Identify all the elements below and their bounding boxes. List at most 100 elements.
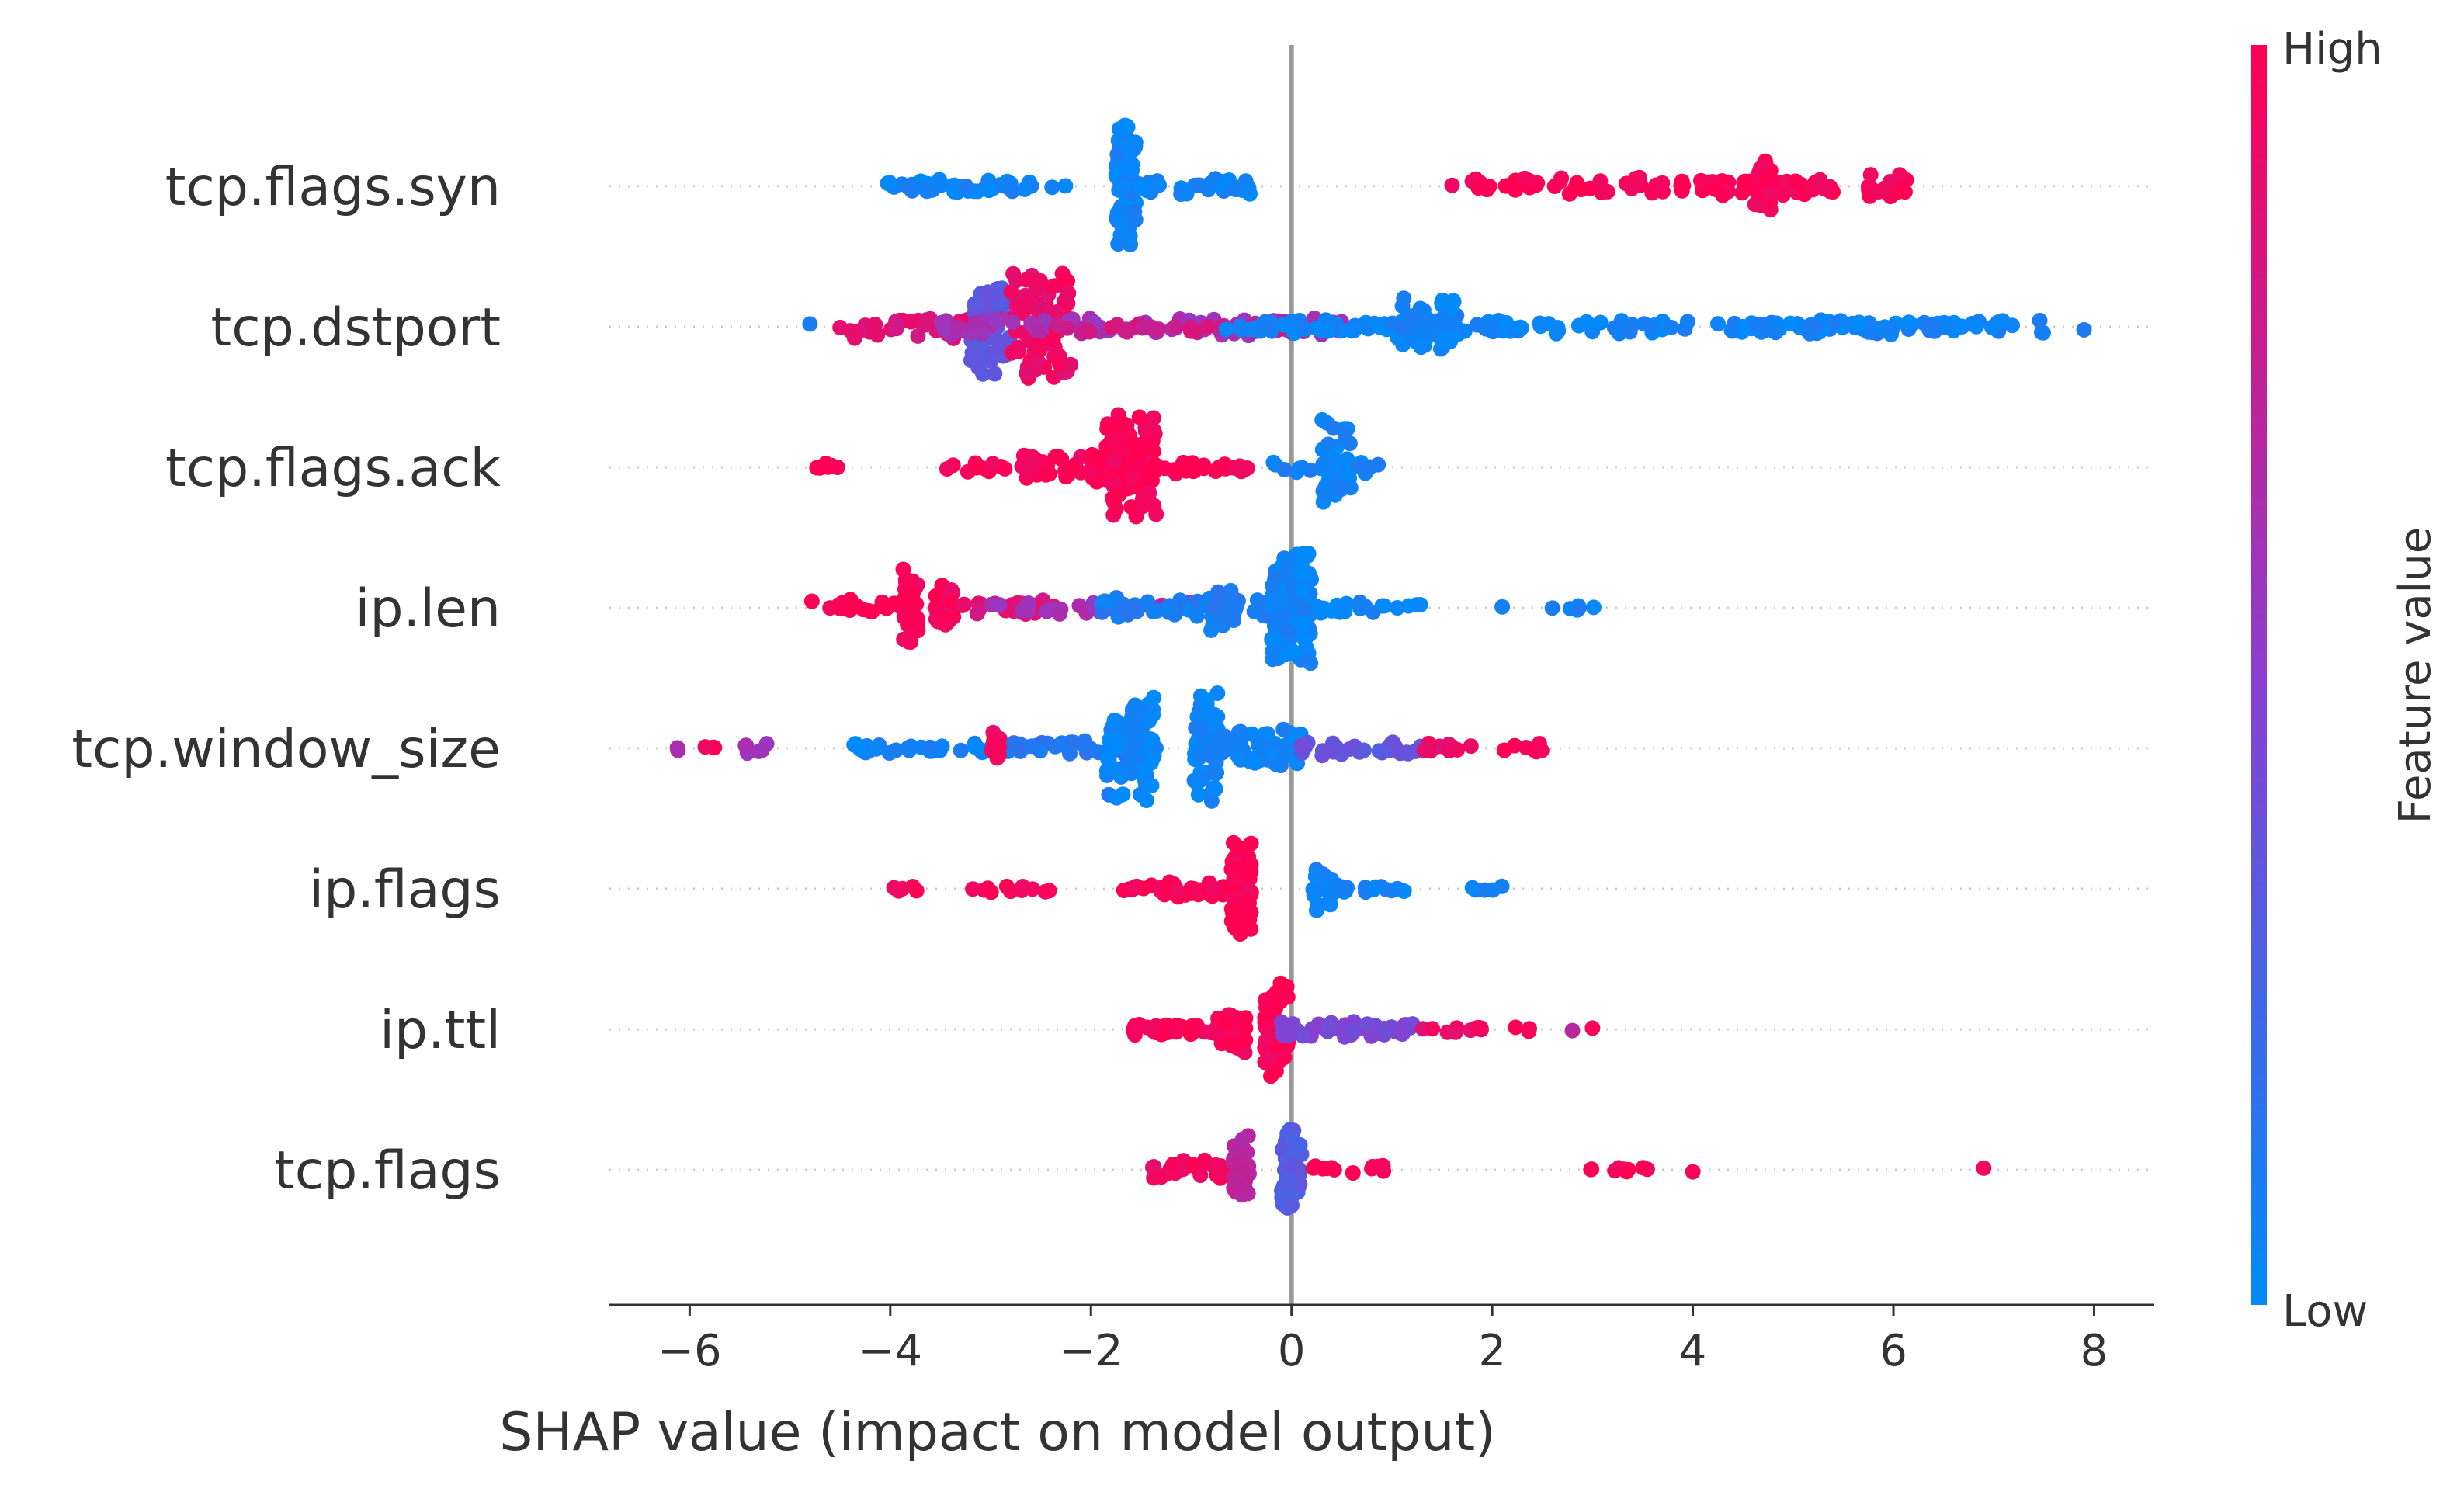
shap-dot: [939, 461, 955, 477]
shap-dot: [1885, 320, 1901, 336]
shap-dot: [1191, 750, 1207, 766]
shap-dot: [1320, 323, 1336, 339]
shap-dot: [1015, 602, 1031, 619]
shap-dot: [1644, 185, 1661, 201]
shap-dot: [1134, 320, 1150, 336]
shap-dot: [2032, 312, 2048, 328]
feature-label: tcp.flags: [274, 1140, 501, 1202]
shap-dot: [1892, 167, 1908, 183]
shap-dot: [983, 884, 999, 900]
shap-dot: [1233, 733, 1249, 749]
shap-dot: [1292, 1136, 1308, 1153]
shap-dot: [886, 880, 902, 896]
shap-dot: [751, 743, 767, 759]
shap-dot: [1306, 887, 1322, 904]
shap-dot: [1942, 319, 1957, 335]
shap-dot: [1314, 411, 1331, 428]
shap-dot: [1109, 442, 1125, 458]
shap-dot: [1532, 315, 1548, 331]
shap-dot: [1283, 1158, 1300, 1174]
shap-dot: [928, 588, 944, 604]
shap-dot: [1019, 272, 1035, 288]
shap-dot: [1976, 1160, 1992, 1176]
shap-dot: [1258, 314, 1274, 330]
shap-dot: [987, 366, 1003, 382]
shap-dot: [1900, 314, 1917, 331]
shap-dot: [1210, 584, 1227, 600]
shap-dot: [1953, 318, 1969, 335]
shap-dot: [1199, 319, 1216, 335]
shap-dot: [1350, 458, 1366, 474]
shap-dot: [1005, 735, 1022, 751]
shap-dot: [953, 742, 969, 758]
shap-dot: [1570, 317, 1587, 334]
shap-dot: [1435, 335, 1451, 351]
shap-dot: [1628, 170, 1643, 186]
shap-dot: [881, 745, 897, 761]
shap-dot: [1768, 324, 1784, 341]
shap-dot: [1227, 182, 1244, 197]
shap-dot: [1050, 449, 1066, 464]
shap-dot: [1375, 1157, 1391, 1174]
shap-dot: [973, 326, 990, 342]
shap-dot: [980, 182, 997, 199]
shap-dot: [975, 366, 991, 382]
shap-dot: [831, 597, 847, 613]
shap-dot: [1200, 182, 1216, 198]
shap-dot: [1135, 487, 1151, 504]
shap-dot: [1419, 741, 1435, 757]
shap-dot: [1019, 294, 1035, 311]
shap-dot: [964, 345, 980, 361]
feature-row-dots: [1125, 975, 1601, 1084]
shap-dot: [1309, 902, 1324, 918]
shap-dot: [1383, 1019, 1400, 1036]
shap-dot: [1385, 734, 1401, 751]
shap-dot: [1463, 738, 1479, 755]
x-axis-label: SHAP value (impact on model output): [499, 1402, 1495, 1463]
shap-dot: [1441, 743, 1457, 758]
shap-dot: [1071, 598, 1088, 614]
shap-dot: [918, 312, 935, 328]
shap-dot: [937, 321, 953, 337]
shap-dot: [888, 321, 904, 337]
shap-dot: [1119, 118, 1135, 134]
shap-dot: [1124, 156, 1140, 172]
shap-dot: [1215, 738, 1231, 755]
shap-dot: [1654, 175, 1671, 191]
shap-dot: [1673, 177, 1689, 193]
shap-dot: [993, 299, 1009, 315]
shap-dot: [1057, 178, 1074, 194]
shap-dot: [1635, 1160, 1651, 1176]
shap-dot: [1276, 744, 1293, 759]
shap-dot: [984, 456, 1001, 472]
shap-dot: [1045, 279, 1061, 294]
shap-dot: [1346, 322, 1362, 338]
shap-dot: [1497, 178, 1514, 194]
shap-dot: [910, 328, 926, 344]
shap-dot: [1014, 882, 1030, 898]
shap-dot: [1305, 1160, 1321, 1176]
shap-dot: [1280, 623, 1296, 640]
shap-dot: [864, 604, 880, 619]
shap-dot: [697, 739, 713, 755]
shap-dot: [1239, 863, 1255, 880]
shap-dot: [1027, 455, 1043, 470]
colorbar-low-label: Low: [2282, 1286, 2368, 1337]
shap-dot: [1890, 184, 1906, 200]
shap-dot: [1393, 320, 1410, 336]
shap-dot: [1045, 331, 1061, 348]
shap-dot: [908, 883, 925, 899]
shap-dot: [1344, 1022, 1360, 1039]
x-tick-label: 0: [1278, 1326, 1306, 1376]
shap-dot: [1607, 1163, 1623, 1179]
shap-dot: [928, 599, 944, 616]
feature-label: tcp.window_size: [71, 719, 501, 780]
shap-dot: [1372, 317, 1388, 334]
shap-dot: [1167, 319, 1183, 335]
shap-dot: [1870, 320, 1886, 336]
shap-dot: [1376, 598, 1392, 614]
shap-dot: [1010, 339, 1026, 356]
feature-row-dots: [803, 546, 1602, 671]
shap-dot: [1206, 880, 1222, 897]
shap-dot: [1283, 314, 1300, 330]
